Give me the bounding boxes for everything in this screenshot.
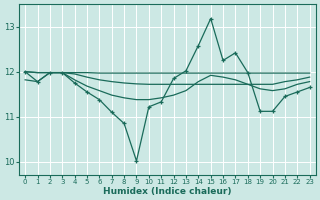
X-axis label: Humidex (Indice chaleur): Humidex (Indice chaleur) xyxy=(103,187,232,196)
